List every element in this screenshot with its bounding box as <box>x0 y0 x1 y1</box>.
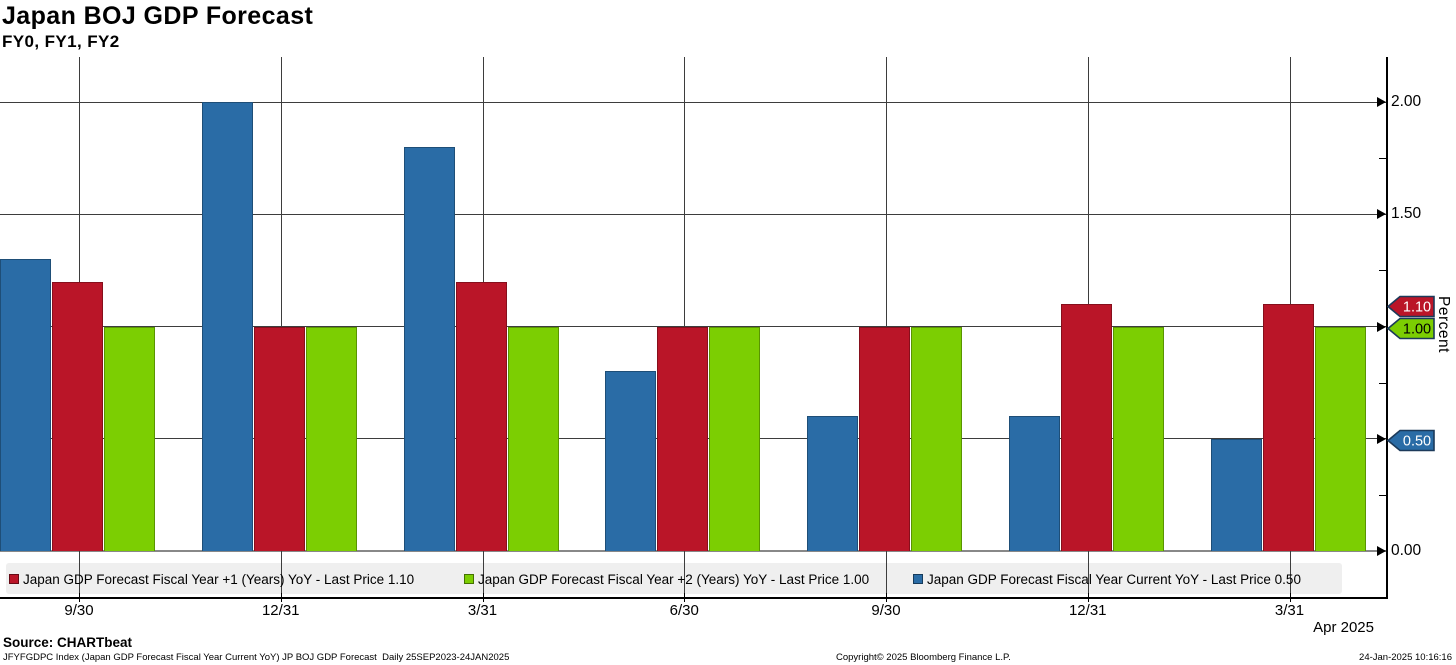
y-axis-title: Percent <box>1435 296 1452 353</box>
y-major-tick <box>1377 209 1386 220</box>
ticker-description: JFYFGDPC Index (Japan GDP Forecast Fisca… <box>3 652 510 663</box>
horizontal-gridline <box>0 213 1386 215</box>
y-major-tick <box>1377 97 1386 107</box>
x-tick-label: 12/31 <box>261 602 300 619</box>
bar-fy-plus1-3/31 <box>1262 304 1314 551</box>
bar-fy-current-9/30 <box>807 416 858 551</box>
y-minor-tick <box>1379 382 1386 384</box>
x-tick-label: 3/31 <box>1274 602 1305 619</box>
vertical-gridline-lower <box>482 551 484 597</box>
vertical-gridline-lower <box>684 551 686 597</box>
y-major-tick <box>1377 321 1386 332</box>
copyright-notice: Copyright© 2025 Bloomberg Finance L.P. <box>836 652 1011 663</box>
x-tick-label: 9/30 <box>871 602 901 619</box>
x-tick <box>684 593 686 602</box>
vertical-gridline-lower <box>79 551 80 597</box>
bar-fy-current-12/31 <box>201 102 253 551</box>
right-axis-line <box>1386 57 1388 597</box>
legend-swatch <box>9 574 19 584</box>
bar-fy-current-12/31 <box>1008 416 1060 551</box>
x-tick <box>79 593 80 602</box>
last-price-badge: 1.00 <box>1386 317 1435 340</box>
bottom-axis-line <box>0 597 1388 599</box>
chart-subtitle: FY0, FY1, FY2 <box>2 32 120 51</box>
bar-fy-current-3/31 <box>403 146 455 551</box>
vertical-gridline-lower <box>1087 551 1089 597</box>
last-price-badge: 1.10 <box>1386 295 1435 317</box>
x-tick <box>1289 593 1291 602</box>
bar-fy-plus2-12/31 <box>1112 326 1164 551</box>
bar-fy-plus1-6/30 <box>657 326 709 551</box>
timestamp: 24-Jan-2025 10:16:16 <box>1359 652 1452 663</box>
bar-fy-plus1-9/30 <box>52 281 103 551</box>
last-price-badge-value: 1.10 <box>1402 299 1430 315</box>
last-price-badge-value: 1.00 <box>1402 322 1430 338</box>
y-tick-label: 0.00 <box>1391 542 1422 559</box>
horizontal-gridline <box>0 101 1386 103</box>
chart-title: Japan BOJ GDP Forecast <box>2 2 314 30</box>
source-label: Source: CHARTbeat <box>3 635 133 650</box>
bar-fy-plus2-6/30 <box>709 326 761 551</box>
legend-item[interactable]: Japan GDP Forecast Fiscal Year +2 (Years… <box>464 569 869 589</box>
y-tick-label: 1.50 <box>1391 205 1422 223</box>
last-price-badge: 0.50 <box>1386 429 1435 452</box>
legend-label: Japan GDP Forecast Fiscal Year Current Y… <box>927 571 1301 587</box>
bar-fy-plus2-9/30 <box>911 326 962 551</box>
bar-fy-current-6/30 <box>605 371 657 551</box>
bar-fy-current-3/31 <box>1210 438 1262 551</box>
x-tick <box>280 593 282 602</box>
bar-fy-plus1-3/31 <box>455 281 507 551</box>
vertical-gridline-lower <box>1289 551 1291 597</box>
y-major-tick <box>1377 433 1386 444</box>
legend-swatch <box>464 574 474 584</box>
legend-swatch <box>913 574 923 584</box>
last-price-badge-value: 0.50 <box>1402 434 1430 450</box>
y-minor-tick <box>1379 270 1386 272</box>
x-tick-label: 6/30 <box>669 602 699 619</box>
y-minor-tick <box>1379 494 1386 496</box>
bar-fy-plus1-12/31 <box>1060 304 1112 551</box>
x-tick <box>886 593 887 602</box>
legend-background <box>6 563 1342 594</box>
x-tick-label: 9/30 <box>64 602 94 619</box>
vertical-gridline-lower <box>886 551 887 597</box>
y-tick-label: 2.00 <box>1391 93 1422 110</box>
zero-baseline <box>0 550 1386 552</box>
y-minor-tick <box>1379 158 1386 160</box>
x-tick-label: 3/31 <box>467 602 498 619</box>
legend-label: Japan GDP Forecast Fiscal Year +2 (Years… <box>478 571 870 587</box>
x-tick-label: 12/31 <box>1068 602 1107 619</box>
vertical-gridline-lower <box>280 551 282 597</box>
bar-fy-plus2-3/31 <box>1314 326 1366 551</box>
x-tick <box>1087 593 1089 602</box>
legend-label: Japan GDP Forecast Fiscal Year +1 (Years… <box>23 571 415 587</box>
y-major-tick <box>1377 546 1386 556</box>
bar-fy-plus2-9/30 <box>104 326 155 551</box>
bar-fy-plus2-3/31 <box>507 326 559 551</box>
x-axis-end-label: Apr 2025 <box>1313 619 1374 636</box>
legend-item[interactable]: Japan GDP Forecast Fiscal Year Current Y… <box>913 569 1301 589</box>
legend-item[interactable]: Japan GDP Forecast Fiscal Year +1 (Years… <box>9 569 414 589</box>
bar-fy-plus1-9/30 <box>859 326 910 551</box>
bar-fy-plus1-12/31 <box>253 326 305 551</box>
x-tick <box>482 593 484 602</box>
bar-fy-plus2-12/31 <box>305 326 357 551</box>
bar-fy-current-9/30 <box>0 259 51 551</box>
